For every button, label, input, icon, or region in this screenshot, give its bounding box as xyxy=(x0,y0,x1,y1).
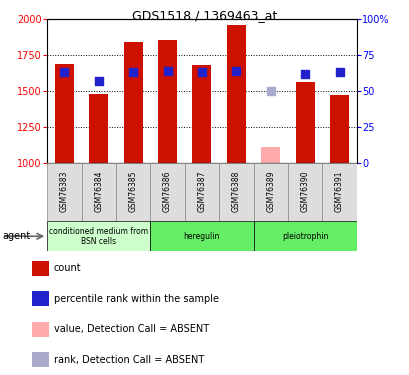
Bar xyxy=(32,322,49,337)
Text: percentile rank within the sample: percentile rank within the sample xyxy=(54,294,218,304)
Text: GSM76388: GSM76388 xyxy=(231,170,240,212)
Point xyxy=(61,69,67,75)
Bar xyxy=(32,352,49,368)
Bar xyxy=(253,221,356,251)
Bar xyxy=(218,163,253,221)
Bar xyxy=(32,291,49,306)
Text: GSM76383: GSM76383 xyxy=(60,170,69,212)
Bar xyxy=(150,163,184,221)
Bar xyxy=(321,163,356,221)
Bar xyxy=(184,163,218,221)
Point xyxy=(335,69,342,75)
Bar xyxy=(89,94,108,163)
Text: pleiotrophin: pleiotrophin xyxy=(281,232,328,241)
Text: agent: agent xyxy=(2,231,30,241)
Point xyxy=(301,70,308,76)
Text: conditioned medium from
BSN cells: conditioned medium from BSN cells xyxy=(49,226,148,246)
Point xyxy=(232,68,239,74)
Bar xyxy=(81,163,116,221)
Text: value, Detection Call = ABSENT: value, Detection Call = ABSENT xyxy=(54,324,209,334)
Bar xyxy=(226,24,245,163)
Bar xyxy=(192,65,211,163)
Point xyxy=(130,69,136,75)
Bar xyxy=(124,42,142,163)
Bar xyxy=(116,163,150,221)
Bar xyxy=(158,40,177,163)
Point xyxy=(164,68,171,74)
Point xyxy=(198,69,204,75)
Bar xyxy=(47,221,150,251)
Text: GSM76390: GSM76390 xyxy=(300,170,309,212)
Bar xyxy=(329,94,348,163)
Bar xyxy=(287,163,321,221)
Text: heregulin: heregulin xyxy=(183,232,220,241)
Bar xyxy=(32,261,49,276)
Bar xyxy=(261,147,279,163)
Bar xyxy=(150,221,253,251)
Text: GDS1518 / 1369463_at: GDS1518 / 1369463_at xyxy=(132,9,277,22)
Bar xyxy=(253,163,287,221)
Text: count: count xyxy=(54,263,81,273)
Bar xyxy=(47,163,81,221)
Text: GSM76387: GSM76387 xyxy=(197,170,206,212)
Point xyxy=(267,88,273,94)
Text: GSM76384: GSM76384 xyxy=(94,170,103,212)
Point xyxy=(95,78,102,84)
Bar xyxy=(55,63,74,163)
Text: GSM76385: GSM76385 xyxy=(128,170,137,212)
Bar xyxy=(295,82,314,163)
Text: rank, Detection Call = ABSENT: rank, Detection Call = ABSENT xyxy=(54,355,204,365)
Text: GSM76391: GSM76391 xyxy=(334,170,343,212)
Text: GSM76389: GSM76389 xyxy=(265,170,274,212)
Text: GSM76386: GSM76386 xyxy=(163,170,172,212)
